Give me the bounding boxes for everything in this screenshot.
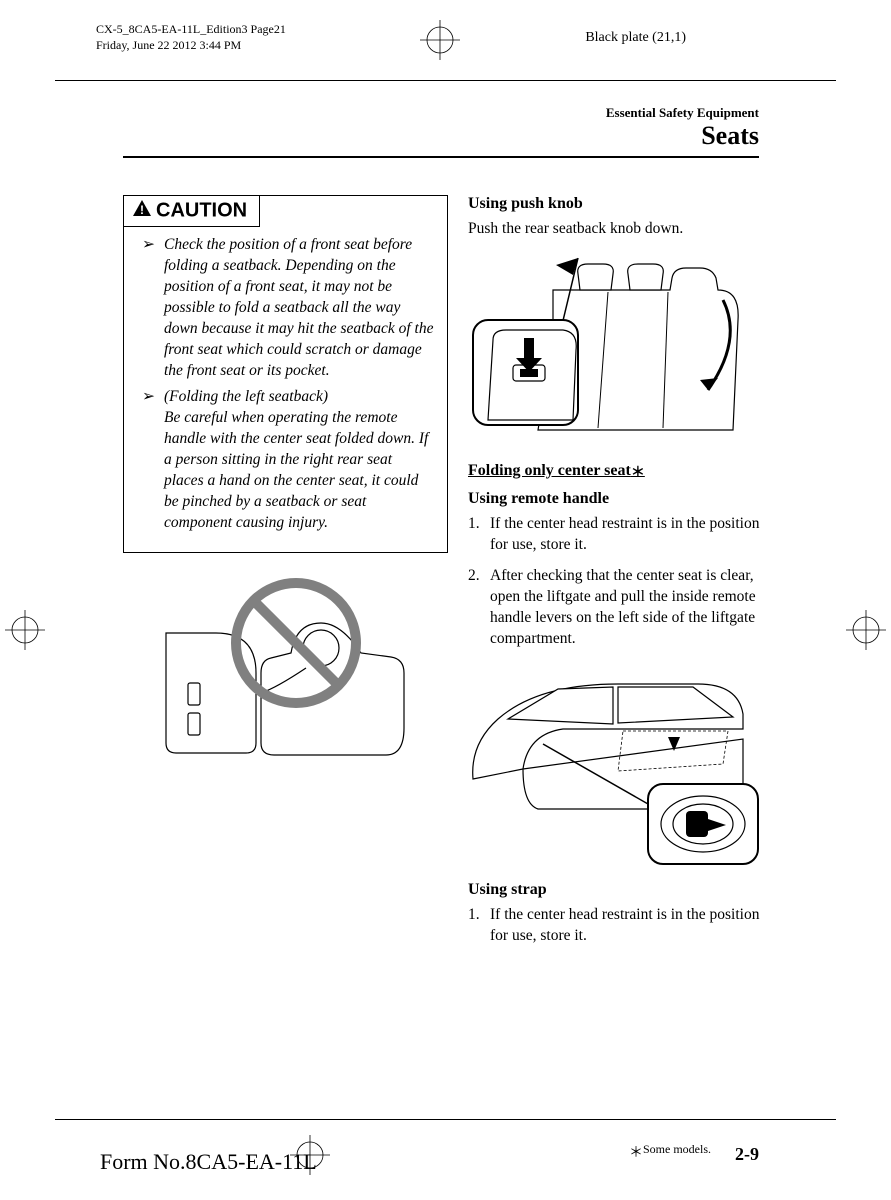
left-column: ! CAUTION Check the position of a front … [123, 195, 448, 778]
list-item: If the center head restraint is in the p… [468, 514, 763, 556]
crop-mark-top [420, 20, 460, 65]
strap-steps: If the center head restraint is in the p… [468, 905, 763, 947]
remote-handle-steps: If the center head restraint is in the p… [468, 514, 763, 650]
section-subtitle: Essential Safety Equipment [606, 105, 759, 121]
crop-mark-right [846, 610, 886, 655]
list-item: After checking that the center seat is c… [468, 566, 763, 650]
caution-list: Check the position of a front seat befor… [124, 227, 447, 534]
caution-label: CAUTION [156, 199, 247, 221]
prohibition-icon [231, 578, 361, 713]
svg-text:!: ! [140, 203, 144, 217]
footnote: ＊Some models. [629, 1142, 711, 1162]
right-column: Using push knob Push the rear seatback k… [468, 195, 763, 957]
seat-injury-diagram [146, 573, 426, 768]
push-knob-diagram [468, 250, 763, 450]
header-doc-info: CX-5_8CA5-EA-11L_Edition3 Page21 Friday,… [96, 22, 286, 53]
section-title: Seats [606, 121, 759, 151]
warning-icon: ! [132, 199, 152, 223]
caution-item: (Folding the left seatback) Be careful w… [148, 387, 435, 533]
heading-strap: Using strap [468, 881, 763, 899]
heading-remote-handle: Using remote handle [468, 490, 763, 508]
footnote-star: ＊ [631, 464, 645, 480]
section-header: Essential Safety Equipment Seats [606, 105, 759, 151]
caution-title: ! CAUTION [124, 196, 260, 227]
page-number: 2-9 [735, 1144, 759, 1165]
list-item: If the center head restraint is in the p… [468, 905, 763, 947]
header-rule [123, 156, 759, 158]
heading-push-knob: Using push knob [468, 195, 763, 213]
heading-folding-center: Folding only center seat＊ [468, 462, 763, 482]
doc-id-line2: Friday, June 22 2012 3:44 PM [96, 38, 286, 54]
liftgate-diagram [468, 659, 763, 869]
text-push-knob: Push the rear seatback knob down. [468, 219, 763, 240]
caution-box: ! CAUTION Check the position of a front … [123, 195, 448, 553]
plate-info: Black plate (21,1) [585, 30, 686, 46]
form-number: Form No.8CA5-EA-11L [100, 1149, 317, 1175]
doc-id-line1: CX-5_8CA5-EA-11L_Edition3 Page21 [96, 22, 286, 38]
caution-item: Check the position of a front seat befor… [148, 235, 435, 381]
crop-mark-left [5, 610, 45, 655]
